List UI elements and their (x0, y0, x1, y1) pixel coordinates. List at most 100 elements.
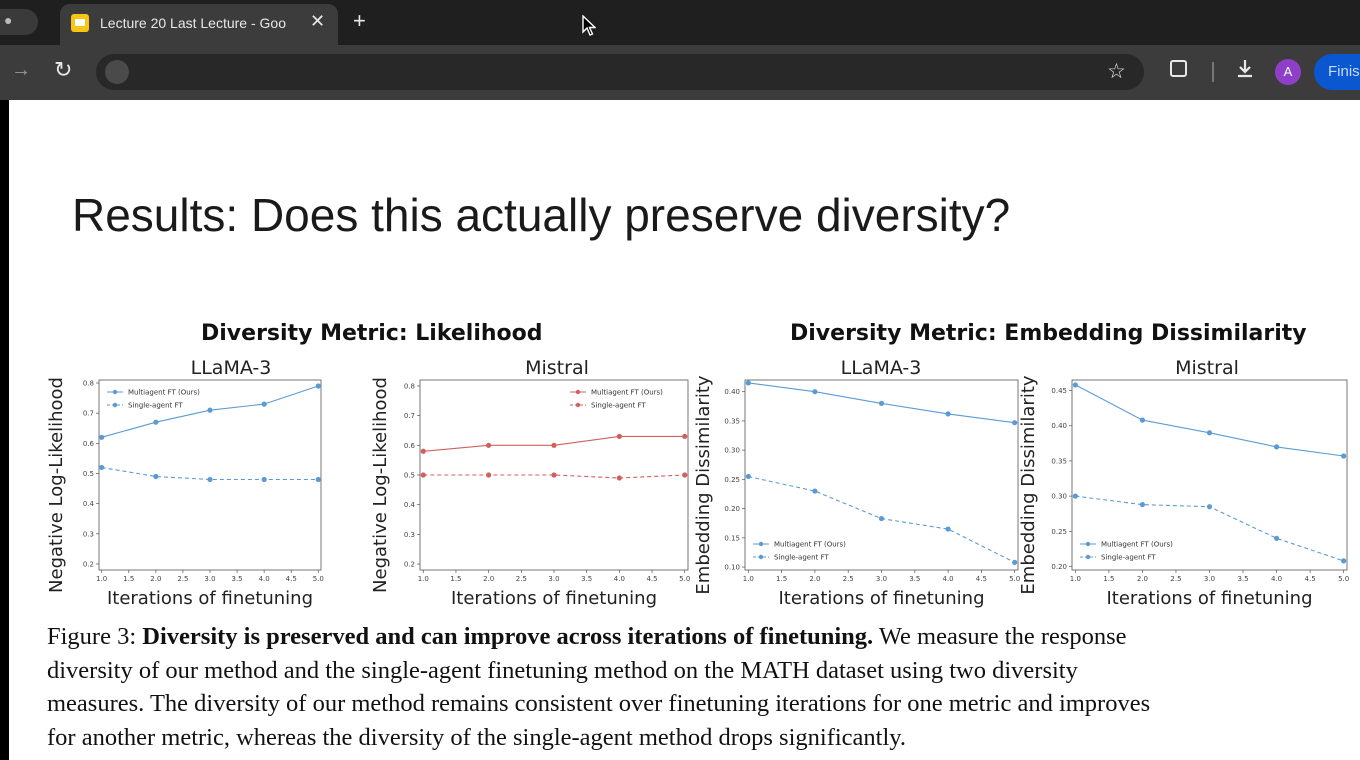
x-tick-label: 4.5 (646, 575, 657, 583)
cursor-icon (582, 15, 596, 36)
legend-label: Single-agent FT (1101, 554, 1156, 562)
tab-title: Lecture 20 Last Lecture - Goo (100, 15, 286, 31)
toolbar-divider (1212, 62, 1214, 82)
charts: LLaMA-3 Iterations of finetuning Negative … (46, 357, 1349, 609)
legend-marker (575, 402, 581, 408)
y-tick-label: 0.35 (1051, 457, 1067, 465)
legend-marker (1085, 541, 1091, 547)
x-tick-label: 2.5 (177, 575, 188, 583)
y-tick-label: 0.2 (404, 561, 415, 569)
y-tick-label: 0.6 (83, 440, 95, 448)
page-title: Results: Does this actually preserve div… (72, 189, 1011, 241)
x-tick-label: 3.0 (876, 575, 887, 583)
y-tick-label: 0.30 (724, 447, 740, 455)
x-tick-label: 3.5 (909, 575, 920, 583)
data-point (261, 401, 267, 407)
data-point (486, 442, 492, 448)
y-tick-label: 0.25 (1051, 528, 1067, 536)
data-point (1341, 558, 1347, 564)
data-point (99, 434, 105, 440)
reload-icon[interactable]: ↻ (54, 57, 73, 82)
figure-caption: Figure 3: Diversity is preserved and can… (47, 620, 1360, 754)
tab-strip: ● Lecture 20 Last Lecture - Goo ✕ + (0, 0, 1360, 45)
data-point (1273, 444, 1280, 450)
close-icon[interactable]: ✕ (310, 11, 326, 31)
x-tick-label: 4.0 (1271, 575, 1282, 583)
data-point (616, 475, 622, 481)
forward-icon[interactable]: → (11, 59, 31, 81)
y-tick-label: 0.7 (404, 412, 415, 420)
legend-label: Multiagent FT (Ours) (1101, 541, 1173, 549)
slides-icon (71, 14, 89, 32)
address-bar[interactable]: ☆ (96, 54, 1144, 90)
x-tick-label: 4.5 (976, 575, 987, 583)
x-tick-label: 2.5 (516, 575, 527, 583)
profile-tab-button[interactable]: ● (0, 9, 38, 35)
x-tick-label: 1.0 (743, 575, 754, 583)
y-tick-label: 0.4 (404, 501, 416, 509)
x-tick-label: 1.0 (96, 575, 107, 583)
y-tick-label: 0.20 (724, 505, 740, 513)
caption-line1: We measure the response (873, 623, 1127, 650)
data-point (551, 472, 557, 478)
y-tick-label: 0.25 (724, 476, 740, 484)
y-tick-label: 0.30 (1051, 493, 1067, 501)
x-axis-label: Iterations of finetuning (778, 588, 984, 609)
data-point (1139, 417, 1146, 423)
x-tick-label: 4.0 (614, 575, 625, 583)
download-icon[interactable] (1236, 59, 1254, 79)
avatar[interactable]: A (1275, 59, 1301, 85)
legend-label: Single-agent FT (591, 402, 646, 410)
data-point (99, 464, 105, 471)
y-tick-label: 0.40 (724, 388, 740, 396)
subplot-title: Mistral (525, 357, 589, 379)
data-point (1072, 382, 1078, 388)
x-tick-label: 2.0 (150, 575, 161, 583)
x-tick-label: 3.0 (1204, 575, 1215, 583)
x-tick-label: 5.0 (679, 575, 690, 583)
data-point (616, 433, 622, 440)
legend-marker (575, 389, 581, 395)
x-tick-label: 3.0 (548, 575, 559, 583)
legend-marker (112, 402, 118, 408)
star-icon[interactable]: ☆ (1107, 60, 1126, 83)
data-point (945, 411, 951, 417)
tab-active[interactable]: Lecture 20 Last Lecture - Goo ✕ (60, 4, 338, 45)
extensions-icon[interactable] (1170, 60, 1187, 77)
data-point (420, 472, 426, 478)
data-point (1273, 535, 1280, 541)
y-tick-label: 0.35 (724, 417, 740, 425)
x-tick-label: 2.5 (843, 575, 854, 583)
y-tick-label: 0.3 (404, 531, 415, 539)
data-point (878, 515, 885, 522)
legend-marker (112, 389, 118, 395)
legend-marker (758, 554, 764, 560)
y-tick-label: 0.10 (724, 564, 740, 572)
data-point (207, 476, 213, 483)
new-tab-icon[interactable]: + (353, 8, 366, 33)
subplot-title: Mistral (1175, 357, 1239, 379)
x-tick-label: 2.0 (809, 575, 820, 583)
group-title-embedding: Diversity Metric: Embedding Dissimilarit… (790, 321, 1307, 346)
finish-update-button[interactable]: Finis (1314, 54, 1360, 90)
legend-label: Multiagent FT (Ours) (774, 541, 846, 549)
caption-line-4: for another metric, whereas the diversit… (47, 723, 907, 751)
x-tick-label: 1.0 (1070, 575, 1081, 583)
x-axis-label: Iterations of finetuning (107, 588, 313, 609)
caption-label: Figure 3: (47, 623, 143, 650)
x-tick-label: 5.0 (1009, 575, 1020, 583)
data-point (1012, 420, 1018, 426)
data-point (486, 472, 492, 478)
y-axis-label: Negative Log-Likelihood (370, 377, 391, 593)
x-tick-label: 5.0 (313, 575, 324, 583)
legend-label: Single-agent FT (128, 402, 183, 410)
x-tick-label: 1.5 (776, 575, 787, 583)
y-tick-label: 0.5 (404, 472, 415, 480)
site-info-icon[interactable] (105, 60, 129, 84)
data-point (1012, 559, 1018, 565)
data-point (945, 526, 951, 532)
x-tick-label: 4.5 (286, 575, 297, 583)
subplot-title: LLaMA-3 (191, 357, 272, 379)
browser-toolbar: → ↻ ☆ A Finis (0, 45, 1360, 100)
caption-line-2: diversity of our method and the single-a… (47, 656, 1078, 684)
